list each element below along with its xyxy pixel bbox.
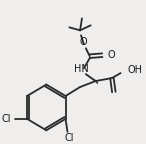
Text: HN: HN xyxy=(74,64,88,74)
Text: OH: OH xyxy=(127,65,142,75)
Text: O: O xyxy=(107,50,115,60)
Text: Cl: Cl xyxy=(1,114,11,124)
Text: O: O xyxy=(79,37,87,47)
Text: Cl: Cl xyxy=(65,133,74,143)
